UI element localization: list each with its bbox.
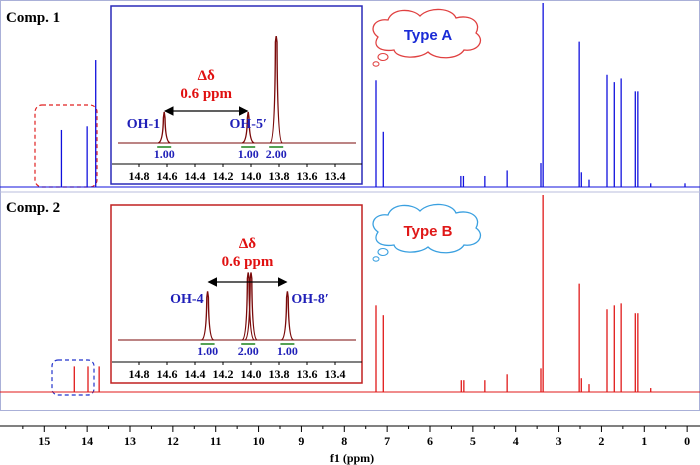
delta-value: 0.6 ppm bbox=[180, 86, 232, 102]
integral-value: 2.00 bbox=[266, 147, 287, 161]
inset-peak-comp2-2 bbox=[244, 272, 258, 341]
x-tick-label: 15 bbox=[38, 434, 50, 448]
delta-symbol: Δδ bbox=[198, 68, 215, 84]
x-axis-label: f1 (ppm) bbox=[330, 451, 374, 465]
inset-peak-comp2-1 bbox=[241, 272, 255, 341]
inset-tick-label: 13.8 bbox=[269, 367, 290, 381]
inset-peak-comp2-0 bbox=[201, 291, 215, 341]
x-tick-label: 0 bbox=[684, 434, 690, 448]
x-tick-label: 3 bbox=[556, 434, 562, 448]
integral-value: 1.00 bbox=[238, 147, 259, 161]
inset-tick-label: 13.8 bbox=[269, 169, 290, 183]
inset-peak-comp2-3 bbox=[280, 291, 294, 341]
x-tick-label: 14 bbox=[81, 434, 93, 448]
inset-tick-label: 14.2 bbox=[213, 367, 234, 381]
delta-value: 0.6 ppm bbox=[222, 254, 274, 270]
inset-tick-label: 13.4 bbox=[325, 169, 346, 183]
type-b-label: Type B bbox=[404, 223, 453, 240]
oh-region-highlight-comp2 bbox=[51, 359, 95, 396]
inset-peak-label: OH-8′ bbox=[291, 292, 328, 307]
inset-spectrum-comp1: OH-1 OH-5′ 1.00 1.00 2.00 14.8 14.6 14.4 14.2 14.… bbox=[112, 35, 362, 183]
x-tick-label: 7 bbox=[384, 434, 390, 448]
inset-tick-label: 13.6 bbox=[297, 367, 318, 381]
x-tick-label: 5 bbox=[470, 434, 476, 448]
x-tick-label: 4 bbox=[513, 434, 519, 448]
type-a-label: Type A bbox=[404, 27, 453, 44]
inset-tick-label: 14.6 bbox=[157, 169, 178, 183]
inset-tick-label: 14.6 bbox=[157, 367, 178, 381]
x-tick-label: 9 bbox=[298, 434, 304, 448]
x-tick-label: 13 bbox=[124, 434, 136, 448]
spectrum-comp1 bbox=[0, 3, 700, 188]
delta-symbol: Δδ bbox=[239, 236, 256, 252]
series-label-comp1: Comp. 1 bbox=[6, 10, 60, 26]
x-axis: 15 14 13 12 11 10 9 8 7 6 5 4 3 2 1 0 bbox=[0, 425, 700, 448]
x-tick-label: 2 bbox=[598, 434, 604, 448]
x-tick-label: 11 bbox=[210, 434, 221, 448]
inset-peak-comp1-2 bbox=[269, 35, 283, 144]
inset-tick-label: 14.4 bbox=[185, 169, 206, 183]
inset-frame-comp1 bbox=[110, 5, 363, 185]
series-label-comp2: Comp. 2 bbox=[6, 200, 60, 216]
type-b-bubble: Type B bbox=[372, 203, 481, 262]
integral-value: 2.00 bbox=[238, 344, 259, 358]
x-tick-label: 1 bbox=[641, 434, 647, 448]
inset-spectrum-comp2: OH-4 OH-8′ 1.00 2.00 1.00 14.8 14.6 14.4 14.2 14.… bbox=[112, 236, 362, 381]
inset-peak-label: OH-1 bbox=[127, 117, 160, 132]
spectrum-comp2 bbox=[0, 195, 700, 393]
integral-value: 1.00 bbox=[197, 344, 218, 358]
inset-peak-label: OH-4 bbox=[170, 292, 203, 307]
inset-tick-label: 14.4 bbox=[185, 367, 206, 381]
inset-frame-comp2 bbox=[110, 204, 363, 384]
x-tick-label: 12 bbox=[167, 434, 179, 448]
inset-tick-label: 14.0 bbox=[241, 169, 262, 183]
inset-tick-label: 14.2 bbox=[213, 169, 234, 183]
x-tick-label: 6 bbox=[427, 434, 433, 448]
inset-tick-label: 14.8 bbox=[129, 367, 150, 381]
x-tick-label: 8 bbox=[341, 434, 347, 448]
inset-peak-label: OH-5′ bbox=[230, 117, 267, 132]
type-a-bubble: Type A bbox=[372, 8, 481, 67]
inset-tick-label: 14.8 bbox=[129, 169, 150, 183]
inset-tick-label: 14.0 bbox=[241, 367, 262, 381]
inset-tick-label: 13.4 bbox=[325, 367, 346, 381]
inset-tick-label: 13.6 bbox=[297, 169, 318, 183]
x-tick-label: 10 bbox=[253, 434, 265, 448]
integral-value: 1.00 bbox=[154, 147, 175, 161]
integral-value: 1.00 bbox=[277, 344, 298, 358]
